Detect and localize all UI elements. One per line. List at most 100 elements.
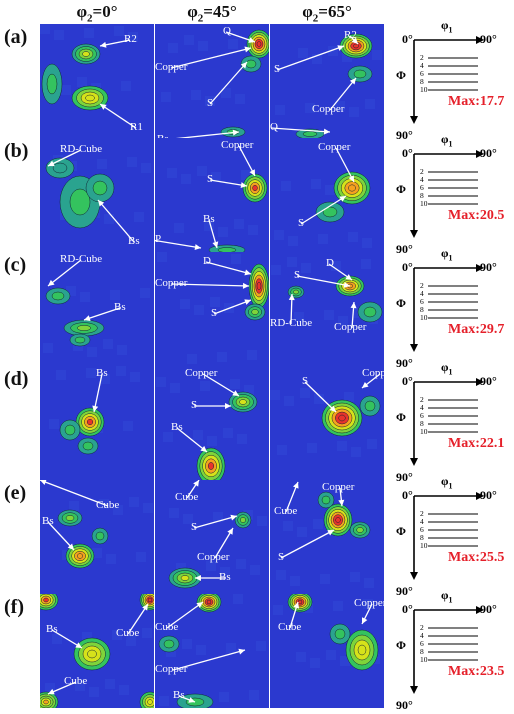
texture-component-label: Bs — [157, 134, 169, 139]
annotation-arrow — [329, 77, 357, 111]
texture-component-label: RD-Cube — [60, 253, 103, 265]
intensity-contour — [256, 282, 262, 290]
odf-section-panel: Copper S Bs — [155, 366, 269, 480]
intensity-contour — [252, 184, 258, 192]
texture-component-label: S — [302, 375, 309, 387]
annotation-arrow — [296, 275, 351, 287]
max-intensity-label: Max:29.7 — [448, 322, 505, 337]
intensity-contour-map — [40, 24, 138, 129]
intensity-contour — [147, 597, 153, 603]
contour-levels: 2 4 6 8 10 — [420, 509, 428, 550]
arrowhead — [232, 390, 239, 396]
annotation-arrow — [276, 45, 345, 71]
row-label: (b) — [4, 140, 29, 162]
arrowhead — [100, 41, 107, 48]
intensity-contour — [46, 73, 58, 95]
texture-component-label: R2 — [344, 29, 357, 41]
intensity-contour — [147, 699, 153, 705]
intensity-contour-map — [273, 594, 380, 671]
contour-levels: 2 4 6 8 10 — [420, 395, 428, 436]
intensity-contour — [245, 59, 257, 69]
origin-label: 0° — [402, 260, 413, 274]
arrowhead — [67, 543, 74, 550]
texture-component-label: Copper — [155, 277, 188, 289]
annotation-arrow — [99, 103, 137, 129]
max-intensity-label: Max:20.5 — [448, 208, 505, 223]
odf-section-panel: Q Copper S Bs — [155, 24, 269, 138]
texture-component-label: S — [211, 307, 218, 319]
arrowhead — [350, 302, 357, 309]
intensity-contour-map — [156, 373, 258, 480]
intensity-contour — [353, 43, 359, 49]
intensity-contour — [321, 495, 331, 505]
intensity-contour-map — [270, 373, 381, 457]
phi1-max-label: 90° — [480, 374, 497, 388]
Phi-max-label: 90° — [396, 356, 413, 370]
column-header-phi2-0: φ2=0° — [76, 2, 118, 25]
arrowhead — [227, 528, 233, 535]
odf-section-panel: Bs — [40, 366, 154, 480]
odf-section-panel: RD-Cube Bs — [40, 252, 154, 366]
phi1-axis-label: φ1 — [441, 132, 453, 149]
texture-component-label: Cube — [278, 621, 302, 633]
texture-component-label: Cube — [175, 491, 199, 503]
row-label: (e) — [4, 482, 27, 504]
texture-component-label: S — [274, 63, 281, 75]
intensity-contour-map — [276, 481, 374, 588]
annotation-arrow — [280, 529, 335, 559]
max-intensity-label: Max:25.5 — [448, 550, 505, 565]
arrowhead — [362, 617, 368, 624]
euler-angle-key: φ1 0° 90° Φ 90° 2 4 6 8 10 Max:20.5 — [394, 132, 510, 258]
intensity-contour — [65, 515, 75, 521]
intensity-contour-map — [155, 145, 268, 252]
annotation-arrow — [47, 149, 82, 167]
intensity-contour — [86, 418, 94, 426]
axes-arrows — [410, 36, 484, 124]
intensity-contour-map — [161, 29, 269, 138]
texture-component-label: Bs — [219, 571, 231, 583]
intensity-contour-map — [43, 259, 150, 357]
texture-component-label: Copper — [185, 367, 218, 379]
texture-component-label: Copper — [312, 103, 345, 115]
phi1-axis-label: φ1 — [441, 360, 453, 377]
annotation-arrow — [127, 603, 149, 635]
odf-section-panel: Copper S — [270, 138, 384, 252]
axes-arrows — [410, 492, 484, 580]
intensity-contour — [251, 309, 259, 315]
phi1-axis-label: φ1 — [441, 246, 453, 263]
arrowhead — [84, 315, 91, 321]
arrowhead — [293, 602, 300, 609]
intensity-contour — [338, 414, 346, 422]
euler-angle-key: φ1 0° 90° Φ 90° 2 4 6 8 10 Max:17.7 — [394, 18, 510, 144]
arrowhead — [48, 279, 55, 286]
arrowhead — [142, 604, 148, 611]
Phi-axis-label: Φ — [396, 68, 406, 82]
arrowhead — [75, 642, 82, 648]
arrowhead — [244, 269, 251, 276]
contour-levels: 2 4 6 8 10 — [420, 281, 428, 322]
arrowhead — [351, 37, 358, 44]
arrowhead — [288, 294, 295, 301]
annotation-arrow — [155, 239, 202, 249]
intensity-contour — [69, 188, 91, 216]
texture-component-label: Cube — [96, 499, 120, 511]
texture-component-label: S — [278, 551, 285, 563]
texture-component-label: Copper — [322, 481, 355, 493]
euler-angle-key: φ1 0° 90° Φ 90° 2 4 6 8 10 Max:25.5 — [394, 474, 510, 600]
Phi-max-label: 90° — [396, 128, 413, 142]
intensity-contour — [163, 639, 175, 649]
intensity-contour-map — [40, 594, 154, 708]
arrowhead — [200, 445, 207, 452]
odf-section-panel: Cube Copper Bs — [155, 594, 269, 708]
phi1-max-label: 90° — [480, 32, 497, 46]
column-header-phi2-65: φ2=65° — [302, 2, 352, 25]
annotation-arrow — [170, 47, 252, 69]
annotation-arrow — [176, 427, 208, 453]
axes-arrows — [410, 150, 484, 238]
intensity-contour-map — [45, 149, 151, 243]
odf-section-panel: Cube Bs — [40, 480, 154, 594]
texture-component-label: D — [203, 255, 211, 267]
arrowhead — [40, 480, 47, 485]
texture-component-label: Bs — [203, 213, 215, 225]
arrowhead — [48, 688, 55, 695]
